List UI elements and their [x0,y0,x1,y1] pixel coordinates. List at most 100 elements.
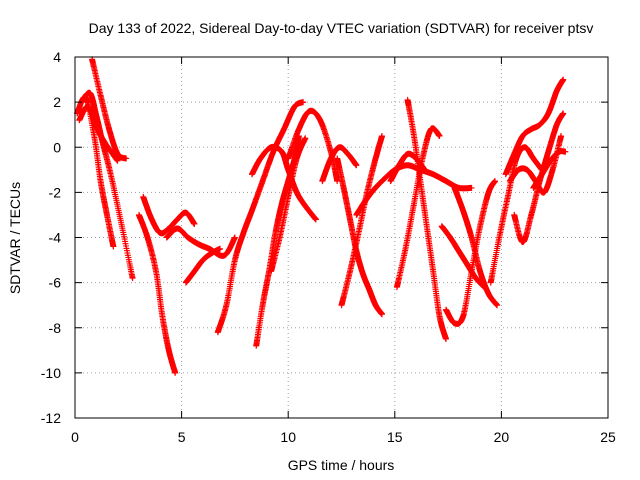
data-point [532,187,535,189]
data-point [110,175,113,178]
data-point [404,247,407,250]
data-point [423,169,426,171]
data-point [185,281,187,284]
data-point [364,200,366,203]
data-point [349,270,351,273]
data-point [304,137,307,140]
data-point [530,128,533,130]
data-point [549,159,552,162]
data-point [261,180,264,182]
x-axis-label: GPS time / hours [288,457,395,473]
data-point [78,119,81,121]
data-point [108,128,110,130]
data-point [381,135,383,137]
data-point [406,153,409,155]
data-point [551,169,554,171]
data-point [138,214,140,216]
data-point [483,286,486,288]
data-point [381,180,383,182]
data-point [398,164,400,167]
data-point [116,153,119,155]
data-point [150,218,153,221]
data-point [396,286,398,288]
data-point [406,164,409,167]
data-point [304,205,307,207]
data-point [415,157,417,160]
data-point [532,157,535,160]
data-point [116,159,119,162]
data-point [445,180,447,182]
data-point [475,277,477,279]
data-point [515,157,518,160]
data-point [234,236,236,239]
data-point [185,211,187,214]
data-point [95,126,98,128]
data-point [445,338,447,340]
data-point [430,128,432,130]
data-point [270,270,272,273]
data-point [99,180,102,182]
data-point [470,236,473,239]
series-arc-21 [443,178,498,327]
data-point [193,270,196,273]
data-point [321,180,324,182]
data-point [302,101,304,103]
data-point [287,157,290,160]
data-point [315,218,317,221]
data-point [496,304,498,306]
data-point [146,236,149,239]
data-point [560,135,562,137]
data-point [547,112,550,115]
data-point [242,232,245,234]
data-point [91,58,93,61]
data-point [453,187,456,189]
data-point [95,114,98,117]
x-tick-label: 10 [280,429,296,445]
data-point [421,157,424,160]
data-point [338,146,341,149]
data-point [142,196,145,198]
data-point [543,191,545,194]
data-point [487,191,490,194]
data-point [159,232,162,234]
data-point [355,164,358,167]
data-point [445,308,447,311]
data-point [509,180,511,182]
data-point [176,227,179,230]
data-point [374,157,377,160]
data-point [93,135,95,137]
series-arc-3 [89,56,130,162]
series-arc-23 [438,223,488,291]
data-point [521,241,524,243]
series-arc-7 [163,225,238,259]
data-point [293,105,296,108]
data-point [513,214,515,216]
data-point [272,150,275,153]
data-point [270,146,272,149]
y-axis-label: SDTVAR / TECUs [7,182,23,294]
data-point [406,99,409,101]
data-point [161,315,164,318]
series-arc-15 [334,155,385,318]
y-tick-label: 0 [53,139,61,155]
data-point [208,247,211,250]
data-point [342,187,345,189]
data-point [89,92,91,94]
data-point [210,252,213,255]
data-point [155,270,157,273]
data-point [336,157,339,160]
data-point [368,288,371,291]
data-point [466,263,469,266]
data-point [223,254,226,257]
data-point [366,191,368,194]
y-tick-label: -10 [41,365,61,381]
data-point [308,110,311,112]
data-point [438,315,441,318]
y-tick-label: -2 [49,184,62,200]
data-point [425,225,428,228]
data-point [558,150,560,153]
data-point [556,90,558,92]
data-point [251,209,253,212]
